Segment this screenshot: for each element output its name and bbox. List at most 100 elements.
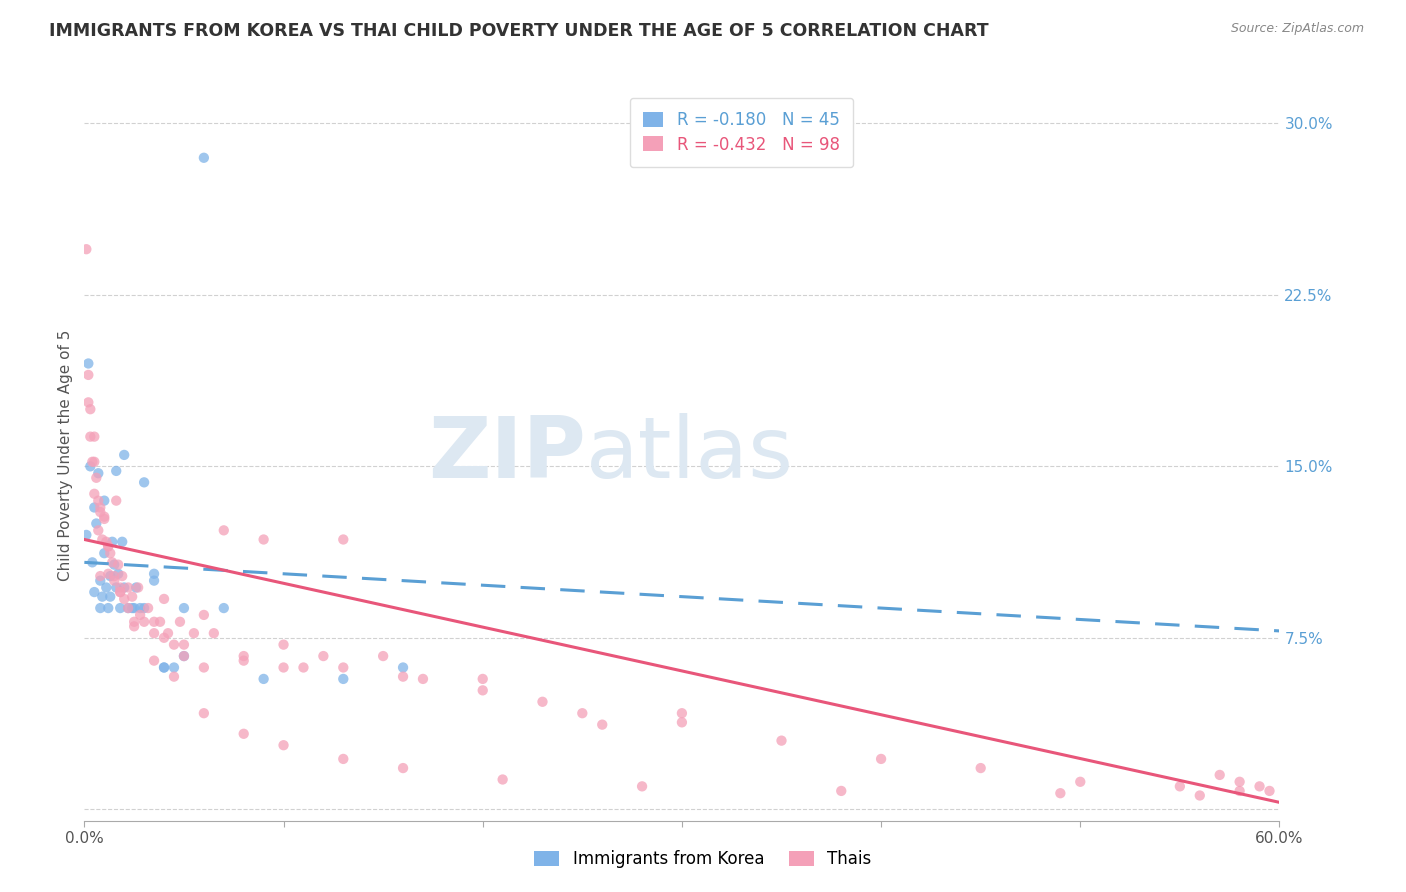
- Point: [125, 581, 148, 595]
- Point: [112, 581, 135, 595]
- Point: [86, 471, 108, 485]
- Point: [110, 601, 132, 615]
- Point: [157, 626, 180, 640]
- Point: [1049, 786, 1071, 800]
- Point: [107, 558, 129, 572]
- Point: [132, 601, 156, 615]
- Point: [392, 670, 415, 684]
- Point: [571, 706, 593, 721]
- Point: [136, 601, 159, 615]
- Point: [103, 574, 125, 588]
- Point: [110, 581, 132, 595]
- Point: [163, 660, 186, 674]
- Point: [173, 649, 195, 664]
- Point: [91, 590, 114, 604]
- Text: Source: ZipAtlas.com: Source: ZipAtlas.com: [1230, 22, 1364, 36]
- Point: [105, 493, 128, 508]
- Point: [105, 581, 128, 595]
- Point: [253, 672, 276, 686]
- Point: [93, 546, 115, 560]
- Point: [117, 601, 139, 615]
- Point: [143, 626, 166, 640]
- Point: [232, 727, 254, 741]
- Point: [253, 533, 276, 547]
- Point: [870, 752, 893, 766]
- Point: [75, 528, 97, 542]
- Point: [89, 601, 111, 615]
- Point: [77, 368, 100, 382]
- Point: [153, 631, 176, 645]
- Point: [591, 717, 613, 731]
- Point: [830, 784, 852, 798]
- Point: [122, 601, 145, 615]
- Point: [97, 601, 120, 615]
- Point: [193, 706, 215, 721]
- Point: [132, 615, 156, 629]
- Point: [312, 649, 335, 664]
- Point: [332, 660, 354, 674]
- Point: [98, 590, 121, 604]
- Point: [83, 500, 105, 515]
- Point: [143, 574, 166, 588]
- Point: [96, 534, 118, 549]
- Point: [103, 569, 125, 583]
- Point: [111, 569, 134, 583]
- Point: [122, 615, 145, 629]
- Point: [273, 738, 295, 752]
- Point: [103, 558, 125, 572]
- Point: [273, 660, 295, 674]
- Point: [531, 695, 554, 709]
- Point: [93, 509, 115, 524]
- Point: [87, 493, 110, 508]
- Point: [232, 649, 254, 664]
- Point: [117, 581, 139, 595]
- Point: [153, 660, 176, 674]
- Point: [101, 534, 124, 549]
- Point: [143, 654, 166, 668]
- Point: [79, 430, 101, 444]
- Point: [471, 672, 494, 686]
- Y-axis label: Child Poverty Under the Age of 5: Child Poverty Under the Age of 5: [58, 329, 73, 581]
- Point: [173, 638, 195, 652]
- Point: [96, 581, 118, 595]
- Point: [202, 626, 225, 640]
- Point: [129, 601, 152, 615]
- Point: [87, 524, 110, 538]
- Point: [143, 615, 166, 629]
- Point: [97, 539, 120, 553]
- Point: [127, 581, 149, 595]
- Point: [770, 733, 793, 747]
- Point: [112, 448, 135, 462]
- Point: [671, 706, 693, 721]
- Point: [1069, 774, 1091, 789]
- Point: [1229, 784, 1251, 798]
- Point: [93, 493, 115, 508]
- Text: atlas: atlas: [586, 413, 794, 497]
- Point: [373, 649, 395, 664]
- Point: [75, 242, 97, 256]
- Point: [83, 585, 105, 599]
- Point: [77, 356, 100, 371]
- Point: [471, 683, 494, 698]
- Point: [83, 430, 105, 444]
- Point: [1188, 789, 1211, 803]
- Point: [117, 601, 139, 615]
- Point: [83, 455, 105, 469]
- Point: [183, 626, 205, 640]
- Point: [193, 607, 215, 622]
- Point: [82, 455, 104, 469]
- Point: [110, 585, 132, 599]
- Point: [132, 475, 156, 490]
- Point: [153, 660, 176, 674]
- Point: [112, 591, 135, 606]
- Point: [121, 601, 143, 615]
- Point: [153, 591, 176, 606]
- Point: [97, 539, 120, 553]
- Point: [169, 615, 191, 629]
- Point: [163, 670, 186, 684]
- Point: [89, 505, 111, 519]
- Point: [173, 601, 195, 615]
- Point: [122, 619, 145, 633]
- Point: [193, 151, 215, 165]
- Point: [173, 649, 195, 664]
